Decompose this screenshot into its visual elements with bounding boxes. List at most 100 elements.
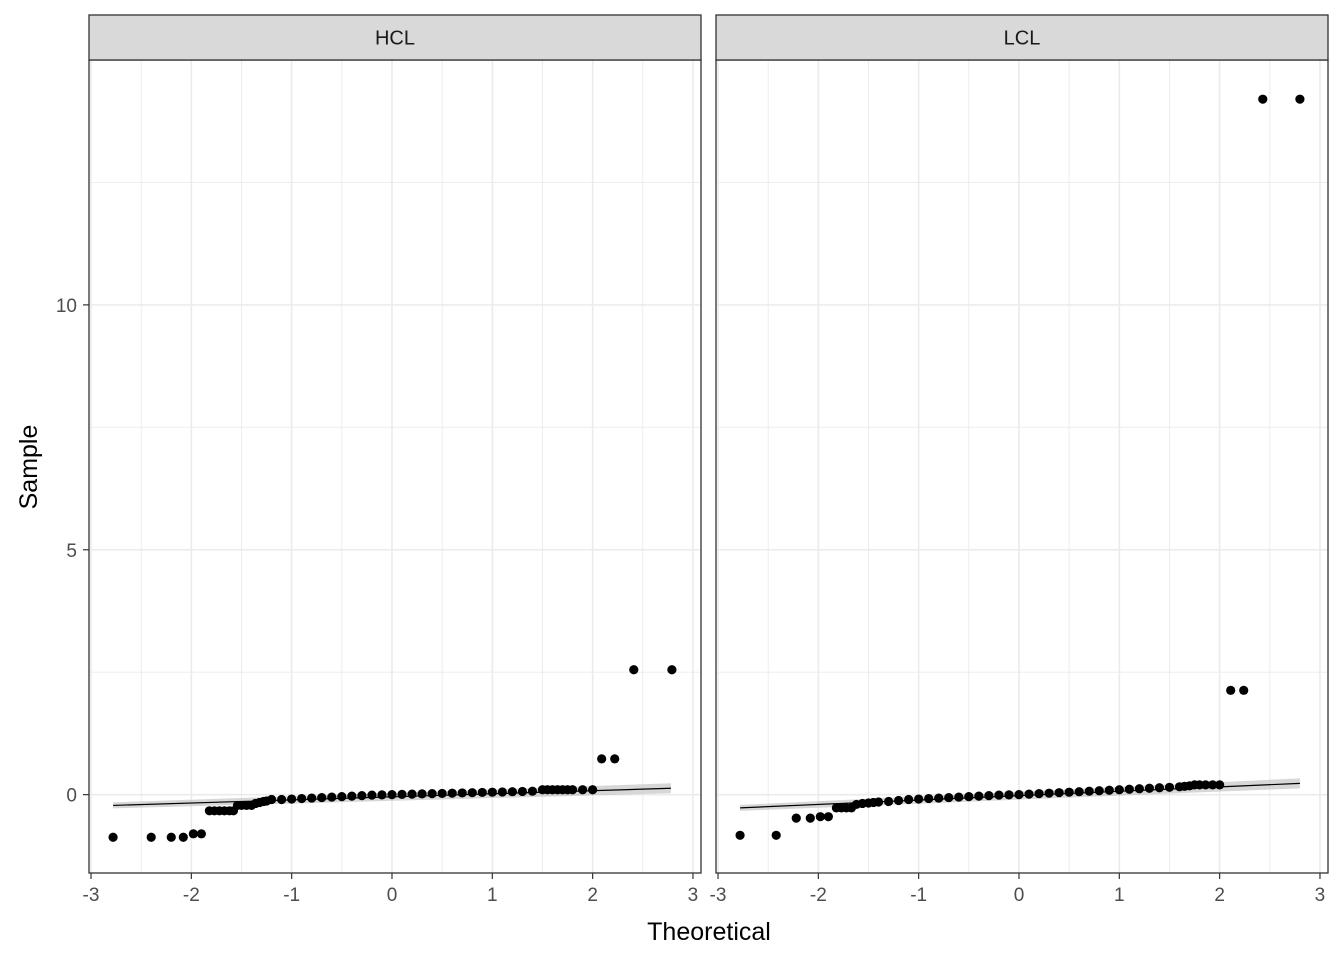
data-point [287,794,297,804]
data-point [337,791,347,802]
data-point [1295,94,1305,104]
data-point [377,790,387,800]
x-tick-label: 0 [1014,885,1025,906]
data-point [994,790,1004,800]
data-point [984,791,994,801]
data-point [944,792,954,803]
data-point [146,832,156,842]
data-point [517,786,528,797]
data-point [427,789,437,799]
data-point [1201,780,1211,790]
x-tick-label: 3 [688,885,699,906]
data-point [367,790,377,800]
x-tick-label: -2 [810,885,827,906]
data-point [1164,782,1175,792]
data-point [667,665,677,675]
data-point [1104,785,1114,795]
data-point [1094,786,1104,796]
facet-strip [88,14,702,61]
data-point [196,829,206,839]
data-point [487,787,497,797]
data-point [397,789,407,799]
data-point [266,794,277,805]
facet-strip-label: LCL [1004,28,1041,50]
data-point [954,792,964,802]
data-point [893,795,904,806]
facet-panel-lcl: LCL -3 -2 -1 0 1 2 3 [710,14,1329,906]
data-point [1074,787,1084,797]
data-point [527,786,538,796]
data-point [178,832,188,842]
data-point [1239,685,1249,695]
y-tick-label: 0 [66,786,77,807]
x-tick-label: 3 [1315,885,1326,906]
data-point [1134,784,1144,794]
x-tick-label: 1 [487,885,498,906]
x-tick-label: 1 [1114,885,1125,906]
data-point [1154,783,1165,793]
data-point [467,788,477,798]
data-point [437,788,447,799]
data-point [307,793,317,803]
data-point [417,789,427,799]
data-point [924,793,934,804]
facet-strip-label: HCL [375,28,415,50]
data-point [387,790,397,800]
data-point [1144,783,1155,793]
x-tick-label: -3 [83,885,100,906]
data-point [873,797,884,807]
y-tick-label: 10 [56,296,77,317]
x-tick-label: 2 [587,885,598,906]
panel-background [716,60,1328,873]
data-point [277,794,287,805]
data-point [477,787,487,798]
data-point [1114,785,1124,795]
panel-background [89,60,701,873]
data-point [735,830,745,840]
data-point [1226,685,1236,695]
data-point [447,788,457,798]
facet-panel-hcl: HCL -3 -2 -1 0 1 2 3 0 5 10 [56,14,702,906]
data-point [805,813,815,823]
y-axis-title: Sample [15,425,43,510]
data-point [791,813,801,823]
data-point [974,791,984,801]
data-point [815,812,825,822]
data-point [629,665,639,675]
data-point [823,812,833,822]
data-point [1054,788,1064,798]
data-point [1124,784,1134,794]
x-tick-label: 0 [387,885,398,906]
data-point [1034,789,1044,799]
data-point [108,832,118,842]
data-point [188,829,198,839]
data-point [771,830,781,840]
data-point [457,788,467,798]
data-point [597,754,607,764]
data-point [166,832,176,842]
data-point [497,787,507,797]
data-point [1084,786,1094,796]
facet-strip [715,14,1329,61]
data-point [883,796,894,807]
data-point [1044,788,1054,798]
data-point [588,785,598,795]
data-point [1024,789,1034,799]
data-point [317,792,327,803]
data-point [934,793,944,803]
data-point [357,791,367,801]
x-tick-label: -1 [910,885,927,906]
data-point [407,789,417,799]
data-point [507,787,517,797]
x-tick-label: -3 [710,885,727,906]
data-point [578,785,588,795]
x-tick-label: -2 [183,885,200,906]
data-point [327,792,337,802]
data-point [914,794,924,804]
data-point [1208,780,1218,790]
data-point [1014,790,1024,800]
x-tick-label: -1 [283,885,300,906]
x-tick-label: 2 [1214,885,1225,906]
data-point [610,754,620,764]
data-point [567,785,578,795]
